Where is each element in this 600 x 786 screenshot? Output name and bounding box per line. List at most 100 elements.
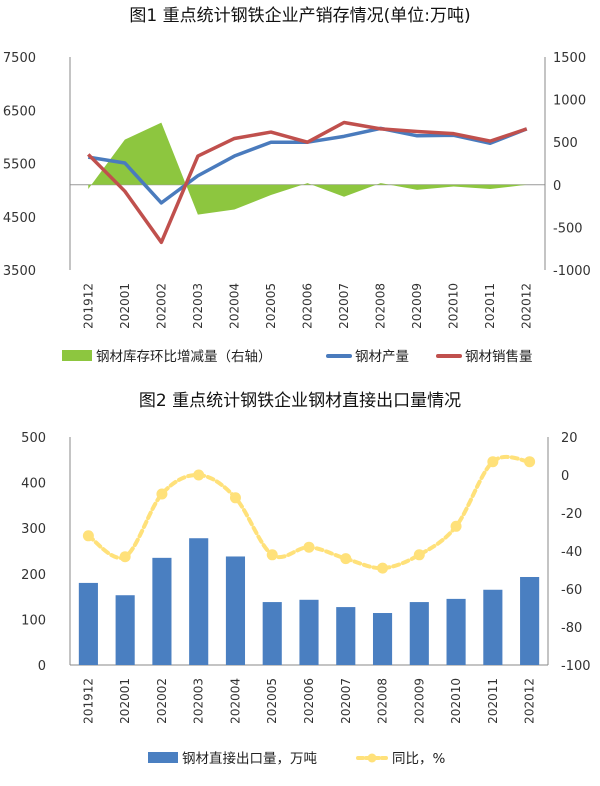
yoy-point	[450, 520, 462, 532]
x-tick-label: 202005	[265, 678, 279, 724]
y-tick-label: 300	[21, 522, 46, 537]
y-tick-label: 5500	[3, 158, 36, 173]
x-tick-label: 202012	[520, 283, 534, 329]
yoy-point	[340, 553, 352, 565]
y-tick-label: 4500	[3, 211, 36, 226]
y2-tick-label: 0	[553, 179, 561, 194]
x-tick-label: 202009	[412, 678, 426, 724]
export-bar	[299, 599, 319, 665]
x-tick-label: 202011	[486, 678, 500, 724]
yoy-point	[193, 469, 205, 481]
chart-1-title: 图1 重点统计钢铁企业产销存情况(单位:万吨)	[129, 6, 470, 26]
export-bar	[262, 602, 282, 665]
yoy-point	[487, 456, 499, 468]
yoy-point	[303, 541, 315, 553]
y2-tick-label: 500	[553, 136, 578, 151]
y2-tick-label: -40	[561, 545, 582, 560]
chart-1-line-layer	[87, 120, 528, 245]
y2-tick-label: -60	[561, 583, 582, 598]
yoy-point	[156, 488, 168, 500]
x-tick-label: 202001	[118, 283, 132, 329]
y2-tick-label: 1000	[553, 94, 586, 109]
y-tick-label: 400	[21, 477, 46, 492]
y2-tick-label: -20	[561, 507, 582, 522]
legend-label-inventory: 钢材库存环比增减量（右轴）	[96, 349, 272, 365]
legend-label-exports: 钢材直接出口量，万吨	[182, 750, 317, 767]
chart-2-legend: 钢材直接出口量，万吨 同比，%	[148, 750, 445, 767]
x-tick-label: 202003	[192, 678, 206, 724]
x-tick-label: 202012	[523, 678, 537, 724]
export-bar	[225, 556, 246, 665]
yoy-point	[266, 549, 278, 561]
y-tick-label: 7500	[3, 51, 36, 66]
x-tick-label: 202006	[301, 283, 315, 329]
y2-tick-label: -500	[553, 221, 583, 236]
y-tick-label: 3500	[3, 264, 36, 279]
export-bar	[372, 613, 393, 665]
x-tick-label: 202002	[155, 678, 169, 724]
chart-2-title: 图2 重点统计钢铁企业钢材直接出口量情况	[139, 391, 461, 411]
chart-2-bar-layer	[78, 538, 540, 665]
yoy-point	[377, 562, 389, 574]
x-tick-label: 201912	[81, 283, 95, 329]
yoy-point	[229, 492, 241, 504]
x-tick-label: 202010	[449, 678, 463, 724]
y2-tick-label: 1500	[553, 51, 586, 66]
x-tick-label: 202002	[154, 283, 168, 329]
x-tick-label: 202011	[483, 283, 497, 329]
yoy-point	[82, 530, 94, 542]
inventory-change-area	[88, 122, 527, 215]
x-tick-label: 202003	[191, 283, 205, 329]
y2-tick-label: -1000	[553, 264, 591, 279]
chart-1: 图1 重点统计钢铁企业产销存情况(单位:万吨) 7500 6500 5500 4500…	[3, 6, 591, 365]
x-tick-label: 202008	[376, 678, 390, 724]
y2-tick-label: -80	[561, 621, 582, 636]
yoy-point	[119, 551, 131, 563]
legend-swatch-inventory	[62, 350, 92, 361]
x-tick-label: 202006	[302, 678, 316, 724]
export-bar	[483, 589, 503, 665]
chart-1-area-layer	[88, 122, 527, 215]
legend-swatch-exports	[148, 752, 178, 763]
y-tick-label: 100	[21, 613, 46, 628]
export-bar	[409, 602, 429, 665]
sales-line	[87, 120, 528, 245]
x-tick-label: 202001	[118, 678, 132, 724]
x-tick-label: 202007	[337, 283, 351, 329]
chart-1-legend: 钢材库存环比增减量（右轴） 钢材产量 钢材销售量	[62, 349, 533, 365]
export-bar	[189, 538, 209, 665]
export-bar	[446, 598, 466, 665]
y2-tick-label: 0	[561, 469, 569, 484]
x-tick-label: 202010	[447, 283, 461, 329]
legend-label-yoy: 同比，%	[392, 751, 445, 767]
legend-label-sales: 钢材销售量	[465, 349, 533, 365]
y2-tick-label: 20	[561, 431, 578, 446]
export-bar	[78, 582, 98, 665]
x-tick-label: 202005	[264, 283, 278, 329]
legend-swatch-yoy-marker	[367, 753, 377, 763]
export-bar	[336, 607, 356, 665]
x-tick-label: 202008	[374, 283, 388, 329]
chart-1-left-ticks: 7500 6500 5500 4500 3500	[3, 51, 36, 279]
y2-tick-label: -100	[561, 659, 591, 674]
chart-2-left-ticks: 500 400 300 200 100 0	[21, 431, 46, 674]
x-tick-label: 202004	[227, 283, 241, 329]
y-tick-label: 6500	[3, 104, 36, 119]
x-tick-label: 202004	[228, 678, 242, 724]
x-tick-label: 202007	[339, 678, 353, 724]
export-bar	[115, 595, 135, 665]
legend-label-production: 钢材产量	[355, 349, 409, 365]
export-bar	[152, 557, 172, 665]
chart-1-right-ticks: 1500 1000 500 0 -500 -1000	[553, 51, 591, 279]
x-tick-label: 201912	[81, 678, 95, 724]
chart-1-x-ticks: 201912 202001 202002 202003 202004 202005 2020…	[81, 283, 533, 329]
y-tick-label: 200	[21, 568, 46, 583]
chart-2-line-layer	[82, 454, 536, 574]
chart-2-x-ticks: 201912 202001 202002 202003 202004 202005 2020…	[81, 678, 536, 724]
x-tick-label: 202009	[410, 283, 424, 329]
export-bar	[520, 576, 540, 665]
yoy-point	[413, 549, 425, 561]
yoy-point	[524, 456, 536, 468]
